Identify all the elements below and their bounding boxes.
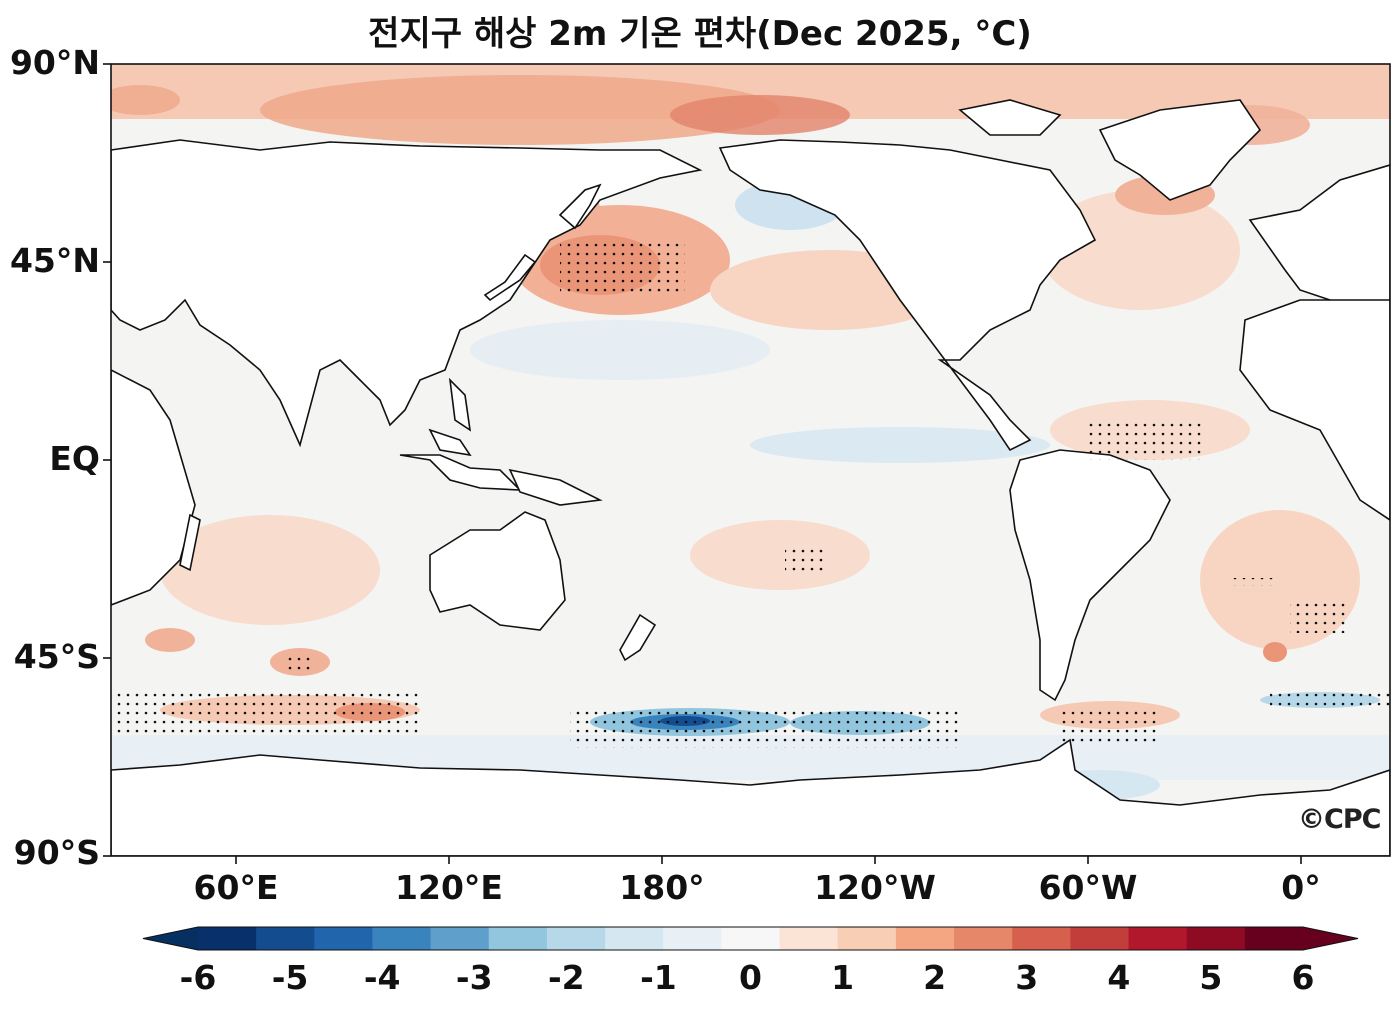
- colorbar-segment: [372, 927, 432, 950]
- lon-label-120e: 120°E: [395, 868, 503, 907]
- colorbar-tick-label: 3: [1015, 958, 1039, 997]
- significance-stippling: [111, 238, 1390, 748]
- colorbar-segment: [1070, 927, 1130, 950]
- colorbar-tick-label: 4: [1107, 958, 1131, 997]
- lon-label-60e: 60°E: [193, 868, 279, 907]
- colorbar-tick-label: -3: [455, 958, 493, 997]
- lat-ticks: [103, 63, 111, 857]
- lat-label-eq: EQ: [49, 439, 100, 478]
- colorbar-segment: [488, 927, 548, 950]
- colorbar: [142, 926, 1359, 951]
- colorbar-segment: [895, 927, 955, 950]
- lat-label-90s: 90°S: [13, 833, 100, 872]
- colorbar-tick-label: 5: [1199, 958, 1223, 997]
- colorbar-tick-label: -1: [640, 958, 677, 997]
- colorbar-min-extension: [143, 927, 198, 950]
- colorbar-tick-label: 1: [831, 958, 855, 997]
- lon-label-60w: 60°W: [1038, 868, 1138, 907]
- colorbar-segment: [779, 927, 839, 950]
- colorbar-tick-label: -4: [363, 958, 401, 997]
- colorbar-segment: [1012, 927, 1071, 950]
- colorbar-segment: [314, 927, 373, 950]
- colorbar-segment: [256, 927, 315, 950]
- colorbar-segment: [721, 927, 781, 950]
- colorbar-tick-label: -6: [179, 958, 217, 997]
- lon-label-180: 180°: [619, 868, 705, 907]
- colorbar-tick-label: 6: [1291, 958, 1315, 997]
- colorbar-max-extension: [1303, 927, 1358, 950]
- colorbar-segment: [954, 927, 1013, 950]
- map-title: 전지구 해상 2m 기온 편차(Dec 2025, °C): [368, 14, 1032, 54]
- lat-label-45n: 45°N: [9, 241, 100, 280]
- colorbar-segment: [546, 927, 606, 950]
- colorbar-tick-label: 0: [739, 958, 762, 997]
- colorbar-segment: [430, 927, 490, 950]
- lon-label-0: 0°: [1281, 868, 1321, 907]
- colorbar-tick-label: -2: [547, 958, 585, 997]
- colorbar-segment: [1244, 927, 1304, 950]
- lon-ticks: [235, 856, 1302, 864]
- colorbar-tick-label: 2: [923, 958, 947, 997]
- lat-label-90n: 90°N: [9, 43, 100, 82]
- map-field: [111, 64, 1390, 856]
- colorbar-segment: [1186, 927, 1246, 950]
- cpc-watermark: ©CPC: [1298, 804, 1381, 835]
- lat-label-45s: 45°S: [13, 637, 100, 676]
- lon-label-120w: 120°W: [814, 868, 936, 907]
- colorbar-segment: [663, 927, 722, 950]
- colorbar-segment: [605, 927, 664, 950]
- colorbar-outline: [142, 926, 1359, 951]
- colorbar-segment: [1128, 927, 1188, 950]
- land-masses: [111, 99, 1390, 856]
- colorbar-tick-label: -5: [271, 958, 309, 997]
- colorbar-segment: [837, 927, 897, 950]
- colorbar-segment: [198, 927, 257, 950]
